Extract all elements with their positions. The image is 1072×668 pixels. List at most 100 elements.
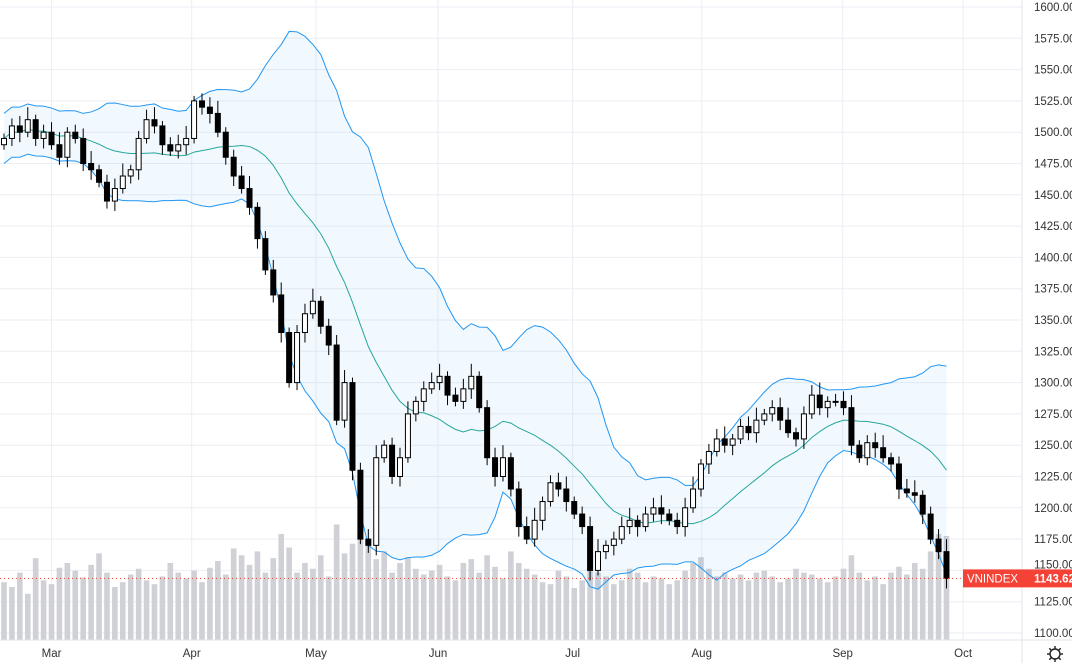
volume-bar [104, 572, 110, 640]
candle [507, 452, 514, 497]
candle [595, 539, 601, 576]
price-tick-label: 1250.00 [1034, 440, 1072, 452]
candle [547, 475, 554, 507]
candle [737, 418, 744, 444]
price-tick-label: 1550.00 [1034, 65, 1072, 77]
settings-gear-icon[interactable] [1046, 645, 1064, 663]
candle-body [8, 125, 15, 139]
price-tick-label: 1450.00 [1034, 190, 1072, 202]
candle-body [183, 137, 190, 146]
candle [373, 445, 380, 556]
candle [444, 371, 451, 406]
candle [800, 406, 807, 449]
candle [317, 296, 324, 334]
price-tick-label: 1175.00 [1034, 534, 1072, 546]
candle [365, 529, 372, 553]
volume-bar [777, 582, 783, 640]
volume-bar [563, 576, 570, 640]
volume-bar [238, 555, 245, 640]
price-tick-label: 1300.00 [1034, 378, 1072, 390]
candle [610, 531, 617, 556]
volume-bar [405, 557, 411, 640]
volume-bar [793, 568, 799, 640]
candle [286, 327, 293, 388]
price-tick-label: 1425.00 [1034, 221, 1072, 233]
candle-body [682, 507, 689, 528]
candle-body [492, 457, 499, 478]
candle [642, 506, 649, 532]
volume-bar [310, 568, 316, 640]
candle-body [563, 488, 570, 503]
candle [634, 515, 641, 537]
candle-body [476, 375, 483, 409]
candle-body [785, 419, 792, 434]
volume-bar [72, 570, 79, 640]
candle-body [721, 438, 728, 446]
price-tick-label: 1125.00 [1034, 597, 1072, 609]
volume-bar [761, 570, 768, 640]
volume-bar [579, 580, 585, 640]
candle-body [143, 119, 150, 139]
volume-bar [159, 576, 166, 640]
candle-body [888, 457, 895, 465]
candle [8, 118, 15, 146]
volume-bar [373, 559, 380, 640]
candle [943, 539, 950, 589]
candle-body [191, 100, 198, 139]
volume-bar [222, 574, 229, 640]
candle [349, 377, 356, 481]
volume-bar [278, 534, 284, 640]
price-tick-label: 1275.00 [1034, 409, 1072, 421]
candle-body [579, 513, 586, 528]
candle-body [389, 444, 396, 478]
volume-bar [64, 562, 71, 640]
volume-bar [127, 574, 134, 640]
candle-body [294, 332, 301, 384]
candle [864, 435, 871, 466]
last-price-label: 1143.62 [1034, 573, 1072, 585]
candle [96, 164, 103, 188]
candle-body [373, 457, 380, 546]
volume-bar [896, 566, 902, 640]
candle-body [919, 494, 926, 515]
volume-bar [753, 572, 760, 640]
candle [436, 363, 443, 391]
volume-bar [682, 570, 688, 640]
candle-body [357, 469, 364, 540]
candle-body [317, 300, 324, 327]
volume-bar [650, 576, 657, 640]
price-tick-label: 1225.00 [1034, 472, 1072, 484]
candle-body [199, 100, 205, 108]
month-tick-label: Oct [954, 648, 973, 660]
candle-body [571, 501, 578, 515]
candle-body [555, 482, 562, 490]
candle [420, 381, 427, 412]
candle [626, 507, 633, 535]
volume-bar [143, 580, 150, 640]
candle-body [103, 181, 110, 202]
candle [111, 178, 118, 212]
volume-bar [48, 584, 55, 640]
volume-bar [389, 572, 395, 640]
candle [682, 497, 689, 537]
candle [127, 164, 134, 184]
candle [880, 435, 887, 463]
candle [602, 540, 609, 560]
candle-body [872, 442, 879, 449]
candle-body [753, 419, 760, 434]
volume-bar [737, 574, 744, 640]
volume-bar [531, 574, 538, 640]
candle [769, 400, 776, 422]
candle-body [642, 513, 649, 528]
volume-bar [714, 576, 720, 640]
candle-body [32, 119, 39, 139]
candle-body [729, 438, 736, 446]
candle-body [230, 156, 237, 177]
volume-bar [500, 578, 506, 640]
volume-bar [904, 574, 910, 640]
volume-bar [207, 567, 213, 640]
candle [16, 115, 23, 143]
volume-bar [864, 580, 871, 640]
candle-body [246, 188, 253, 208]
